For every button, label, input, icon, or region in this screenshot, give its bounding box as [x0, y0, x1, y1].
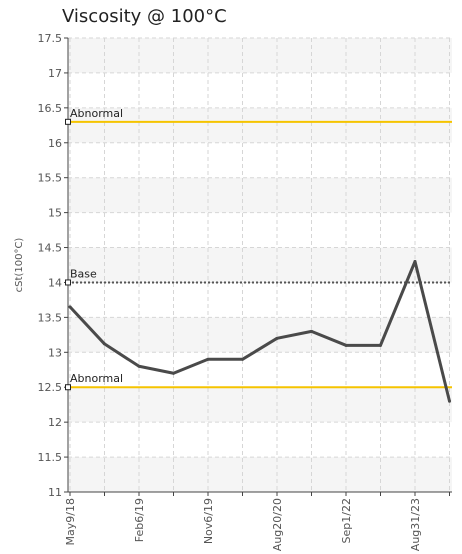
- data-point: [413, 260, 417, 264]
- x-tick-label: May9/18: [64, 498, 77, 545]
- chart-title: Viscosity @ 100°C: [62, 6, 227, 27]
- y-tick-label: 16: [48, 137, 62, 150]
- y-tick-label: 14: [48, 276, 62, 289]
- data-point: [172, 371, 175, 375]
- grid-band: [68, 177, 452, 213]
- x-tick-label: Aug31/23: [409, 498, 422, 551]
- data-point: [103, 342, 106, 346]
- data-point: [310, 329, 313, 333]
- data-point: [448, 399, 451, 403]
- grid-band: [68, 38, 452, 73]
- reference-marker: [65, 118, 71, 125]
- grid-band: [68, 107, 452, 143]
- y-tick-label: 14.5: [38, 242, 63, 255]
- y-tick-label: 17: [48, 67, 62, 80]
- data-point: [379, 343, 382, 347]
- data-point: [275, 336, 279, 340]
- reference-label: Abnormal: [70, 372, 123, 385]
- reference-label: Abnormal: [70, 107, 123, 120]
- reference-marker: [65, 279, 71, 286]
- data-point: [68, 305, 72, 309]
- reference-marker: [65, 384, 71, 391]
- data-point: [241, 357, 244, 361]
- series-line: [68, 260, 451, 402]
- y-tick-label: 11.5: [38, 451, 63, 464]
- y-tick-label: 15: [48, 207, 62, 220]
- y-tick-label: 13: [48, 346, 62, 359]
- y-tick-label: 12.5: [38, 381, 63, 394]
- y-tick-label: 12: [48, 416, 62, 429]
- x-tick-label: Sep1/22: [340, 498, 353, 543]
- y-tick-label: 13.5: [38, 311, 63, 324]
- data-point: [206, 357, 210, 361]
- data-point: [137, 364, 141, 368]
- y-tick-label: 15.5: [38, 172, 63, 185]
- y-tick-label: 17.5: [38, 32, 63, 45]
- reference-label: Base: [70, 267, 97, 280]
- y-tick-label: 11: [48, 486, 62, 499]
- x-tick-label: Aug20/20: [271, 498, 284, 551]
- grid-band: [68, 247, 452, 283]
- data-point: [344, 343, 348, 347]
- grid-band: [68, 387, 452, 423]
- grid-band: [68, 457, 452, 492]
- x-tick-label: Nov6/19: [202, 498, 215, 544]
- y-axis-label: cSt(100°C): [14, 238, 25, 293]
- y-tick-label: 16.5: [38, 102, 63, 115]
- x-tick-label: Feb6/19: [133, 498, 146, 542]
